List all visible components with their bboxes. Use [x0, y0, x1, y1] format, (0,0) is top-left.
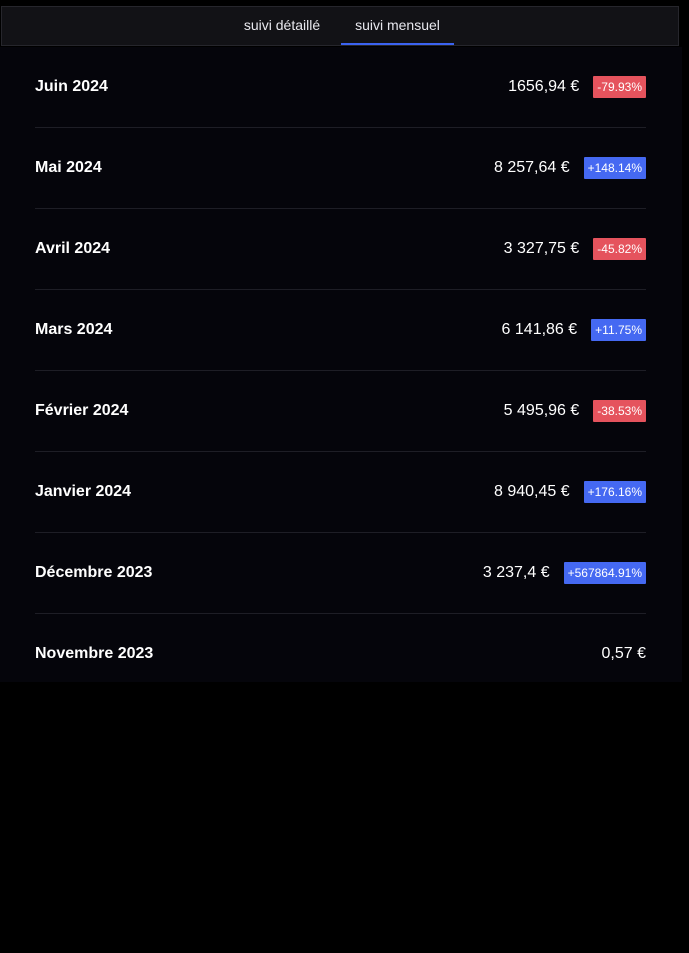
month-values: 0,57 €	[602, 614, 646, 694]
month-amount: 8 257,64 €	[493, 159, 570, 176]
month-values: 3 327,75 € -45.82%	[504, 209, 646, 289]
list-item: Avril 2024 3 327,75 € -45.82%	[35, 209, 646, 290]
month-values: 8 257,64 € +148.14%	[494, 128, 646, 208]
change-badge: +567864.91%	[563, 562, 646, 584]
month-amount: 6 141,86 €	[501, 321, 578, 338]
list-item: Février 2024 5 495,96 € -38.53%	[35, 371, 646, 452]
monthly-list: Juin 2024 1656,94 € -79.93% Mai 2024 8 2…	[35, 47, 646, 695]
list-item: Janvier 2024 8 940,45 € +176.16%	[35, 452, 646, 533]
tab-suivi-detaille[interactable]: suivi détaillé	[243, 17, 321, 33]
change-badge: +11.75%	[591, 319, 646, 341]
month-label: Mars 2024	[35, 321, 113, 338]
month-amount: 3 327,75 €	[503, 240, 580, 257]
month-amount: 8 940,45 €	[493, 483, 570, 500]
change-badge: +148.14%	[583, 157, 646, 179]
month-label: Juin 2024	[35, 78, 108, 95]
month-values: 5 495,96 € -38.53%	[504, 371, 646, 451]
month-label: Février 2024	[35, 402, 129, 419]
month-values: 1656,94 € -79.93%	[508, 47, 646, 127]
list-item: Novembre 2023 0,57 €	[35, 614, 646, 695]
monthly-panel: Juin 2024 1656,94 € -79.93% Mai 2024 8 2…	[0, 47, 682, 682]
list-item: Mars 2024 6 141,86 € +11.75%	[35, 290, 646, 371]
month-values: 8 940,45 € +176.16%	[494, 452, 646, 532]
tab-suivi-mensuel[interactable]: suivi mensuel	[341, 7, 454, 45]
change-badge: -38.53%	[593, 400, 646, 422]
month-label: Avril 2024	[35, 240, 111, 257]
month-amount: 5 495,96 €	[503, 402, 580, 419]
month-values: 3 237,4 € +567864.91%	[483, 533, 646, 613]
month-label: Janvier 2024	[35, 483, 132, 500]
change-badge: -79.93%	[593, 76, 646, 98]
month-amount: 1656,94 €	[508, 78, 580, 95]
month-values: 6 141,86 € +11.75%	[502, 290, 646, 370]
month-label: Décembre 2023	[35, 564, 153, 581]
month-amount: 3 237,4 €	[482, 564, 550, 581]
tab-bar: suivi détaillé suivi mensuel	[1, 6, 679, 46]
list-item: Mai 2024 8 257,64 € +148.14%	[35, 128, 646, 209]
month-amount: 0,57 €	[601, 645, 646, 662]
change-badge: -45.82%	[593, 238, 646, 260]
list-item: Juin 2024 1656,94 € -79.93%	[35, 47, 646, 128]
list-item: Décembre 2023 3 237,4 € +567864.91%	[35, 533, 646, 614]
month-label: Mai 2024	[35, 159, 102, 176]
month-label: Novembre 2023	[35, 645, 154, 662]
change-badge: +176.16%	[583, 481, 646, 503]
